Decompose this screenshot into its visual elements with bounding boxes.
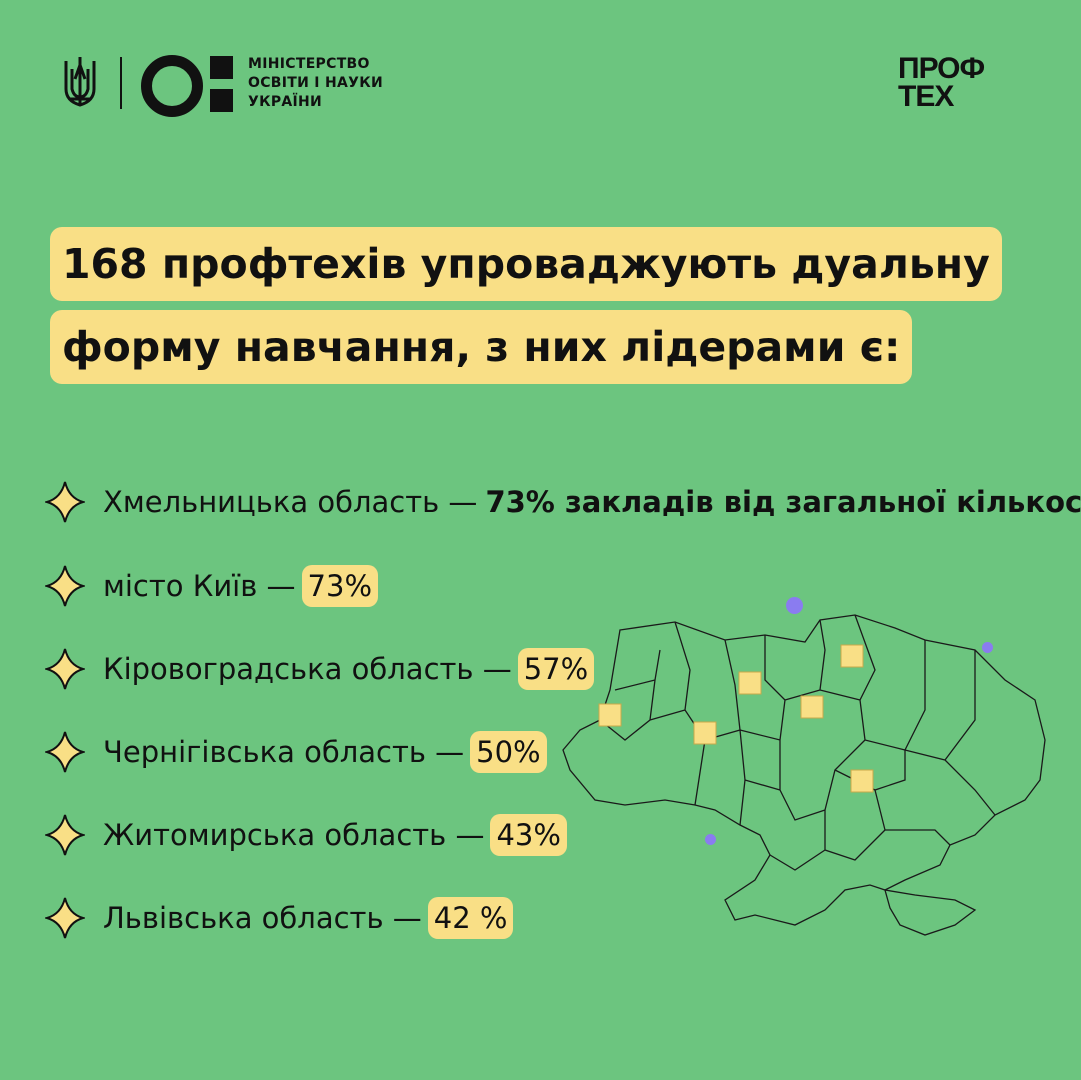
proftex-logo: ПРОФ ТЕХ bbox=[898, 52, 985, 113]
ministry-line: МІНІСТЕРСТВО bbox=[248, 56, 370, 72]
list-item: місто Київ — 73% bbox=[45, 564, 379, 608]
decor-dot bbox=[786, 597, 803, 614]
decor-dot bbox=[982, 642, 993, 653]
item-value-badge: 42 % bbox=[427, 897, 514, 939]
star-icon bbox=[45, 565, 85, 607]
college-markers bbox=[598, 644, 874, 793]
college-icon bbox=[800, 695, 824, 719]
list-item: Кіровоградська область — 57% bbox=[45, 647, 595, 691]
crimea-outline bbox=[884, 889, 977, 936]
item-value-badge: 43% bbox=[490, 814, 567, 856]
star-icon bbox=[45, 897, 85, 939]
ministry-name: МІНІСТЕРСТВО ОСВІТИ І НАУКИ УКРАЇНИ bbox=[248, 55, 383, 112]
title-line-1: 168 профтехів упроваджують дуальну bbox=[50, 227, 1002, 301]
decor-dot bbox=[705, 834, 716, 845]
star-icon bbox=[45, 648, 85, 690]
item-value-badge: 73% bbox=[301, 565, 379, 607]
ministry-logo-square bbox=[210, 56, 233, 79]
college-icon bbox=[598, 703, 622, 727]
brand-line: ПРОФ bbox=[898, 52, 985, 85]
item-label: Хмельницька область — bbox=[103, 485, 478, 519]
ministry-line: ОСВІТИ І НАУКИ bbox=[248, 75, 383, 91]
list-item: Житомирська область — 43% bbox=[45, 813, 567, 857]
region-borders bbox=[599, 614, 996, 871]
list-item: Львівська область — 42 % bbox=[45, 896, 514, 940]
item-label: місто Київ — bbox=[103, 569, 296, 603]
college-icon bbox=[738, 671, 762, 695]
ministry-line: УКРАЇНИ bbox=[248, 94, 323, 110]
item-label: Кіровоградська область — bbox=[103, 652, 512, 686]
list-item: Чернігівська область — 50% bbox=[45, 730, 547, 774]
star-icon bbox=[45, 481, 85, 523]
star-icon bbox=[45, 731, 85, 773]
college-icon bbox=[850, 769, 874, 793]
item-value-badge: 57% bbox=[517, 648, 595, 690]
item-value: 73% закладів від загальної кількості bbox=[485, 485, 1081, 519]
divider bbox=[120, 57, 122, 109]
item-value-badge: 50% bbox=[470, 731, 547, 773]
college-icon bbox=[693, 721, 717, 745]
item-label: Львівська область — bbox=[103, 901, 422, 935]
star-icon bbox=[45, 814, 85, 856]
brand-line: ТЕХ bbox=[898, 80, 954, 113]
item-label: Житомирська область — bbox=[103, 818, 485, 852]
list-item: Хмельницька область — 73% закладів від з… bbox=[45, 480, 1081, 524]
ukraine-map bbox=[562, 614, 1046, 936]
ministry-logo-square bbox=[210, 89, 233, 112]
ministry-logo-ring bbox=[141, 55, 203, 117]
map-outline bbox=[562, 614, 1046, 926]
college-icon bbox=[840, 644, 864, 668]
item-label: Чернігівська область — bbox=[103, 735, 465, 769]
title-line-2: форму навчання, з них лідерами є: bbox=[50, 310, 913, 384]
trident-icon bbox=[64, 57, 96, 107]
